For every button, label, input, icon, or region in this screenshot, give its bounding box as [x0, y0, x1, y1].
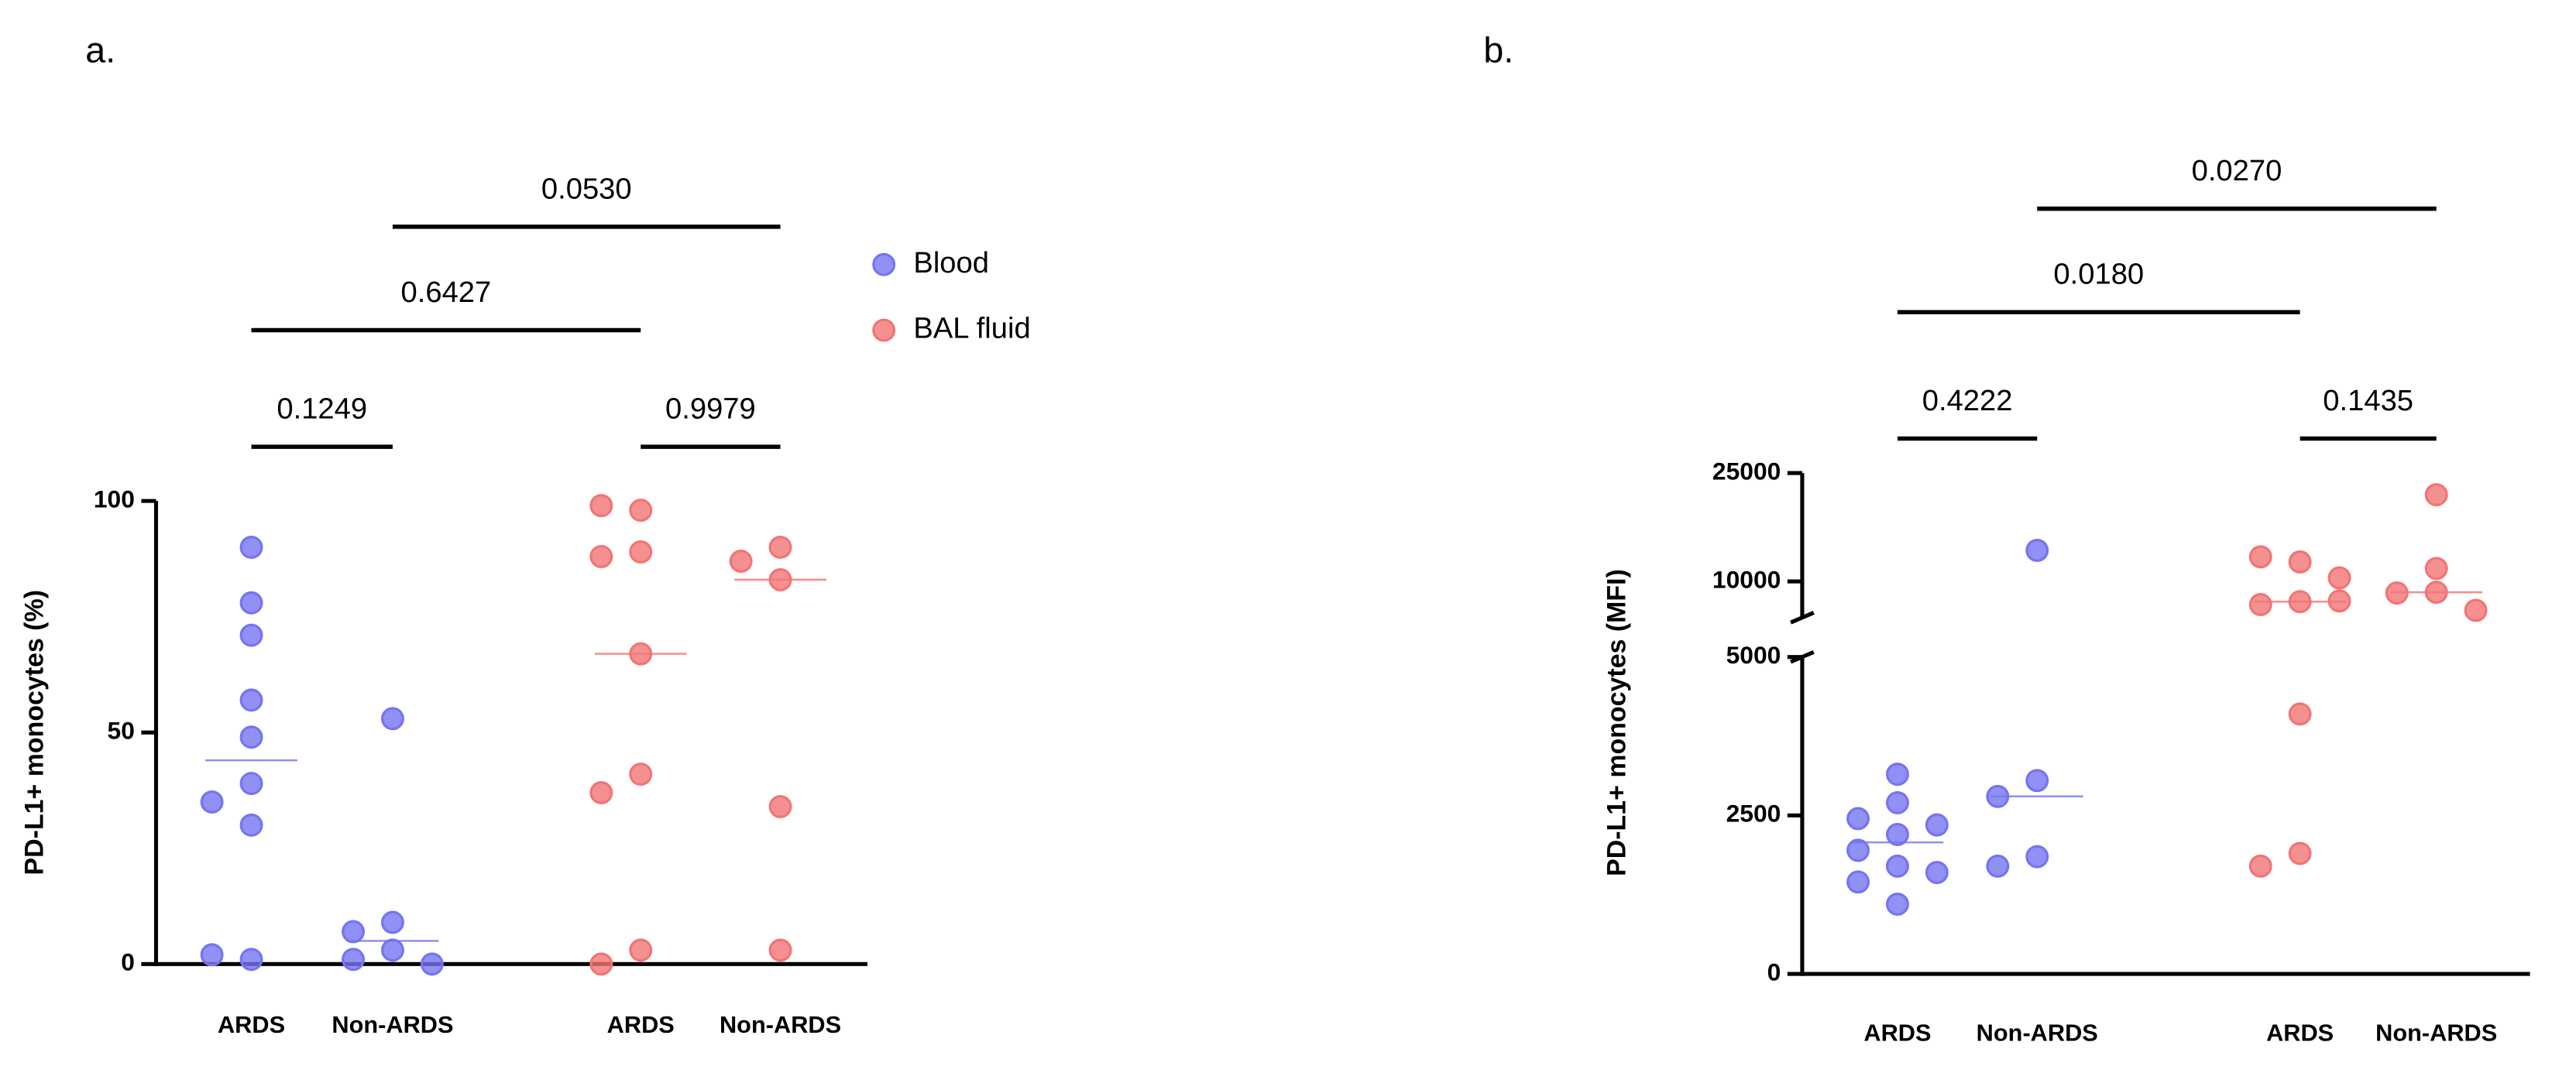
data-point: [589, 952, 613, 976]
data-point: [2025, 538, 2049, 562]
y-axis-label: PD-L1+ monocytes (%): [20, 590, 50, 876]
y-tick-label: 10000: [1712, 565, 1781, 593]
data-point: [1925, 861, 1949, 884]
data-point: [2327, 589, 2351, 613]
y-axis-label: PD-L1+ monocytes (MFI): [1602, 569, 1631, 876]
axis-break: [1790, 611, 1815, 625]
category-label: ARDS: [607, 1011, 675, 1038]
data-point: [589, 781, 613, 804]
category-label: ARDS: [2266, 1020, 2334, 1047]
data-point: [1886, 822, 1909, 846]
data-point: [342, 920, 366, 944]
data-point: [239, 772, 263, 795]
legend-marker: [872, 318, 896, 342]
data-point: [1925, 813, 1949, 837]
legend-label: BAL fluid: [913, 312, 1030, 345]
data-point: [629, 938, 653, 962]
data-point: [629, 642, 653, 666]
data-point: [729, 549, 753, 573]
data-point: [2288, 702, 2312, 726]
p-value: 0.0270: [2192, 154, 2282, 187]
y-tick-label: 0: [1767, 958, 1781, 985]
p-value: 0.9979: [665, 392, 756, 426]
data-point: [381, 938, 404, 962]
data-point: [629, 763, 653, 787]
p-value: 0.1435: [2323, 384, 2413, 417]
y-tick-label: 50: [108, 717, 135, 745]
category-label: ARDS: [1863, 1020, 1931, 1047]
data-point: [2025, 769, 2049, 793]
data-point: [2025, 845, 2049, 869]
data-point: [239, 688, 263, 712]
data-point: [239, 591, 263, 615]
panel-label: a.: [85, 29, 115, 70]
data-point: [2385, 581, 2409, 605]
data-point: [2424, 483, 2448, 507]
data-point: [239, 813, 263, 837]
data-point: [2424, 557, 2448, 581]
category-label: Non-ARDS: [2375, 1020, 2497, 1047]
p-value: 0.0180: [2053, 258, 2144, 291]
data-point: [2464, 598, 2488, 622]
panel-label: b.: [1483, 29, 1513, 70]
data-point: [342, 948, 366, 972]
data-point: [1986, 784, 2010, 808]
y-tick-label: 100: [94, 485, 135, 513]
y-tick-label: 2500: [1726, 800, 1781, 828]
axis-break: [1790, 650, 1815, 664]
data-point: [2248, 545, 2272, 569]
data-point: [200, 943, 224, 967]
data-point: [239, 623, 263, 647]
data-point: [2327, 566, 2351, 590]
data-point: [1846, 807, 1870, 831]
data-point: [1886, 763, 1909, 787]
data-point: [1886, 893, 1909, 916]
category-label: Non-ARDS: [1977, 1020, 2098, 1047]
data-point: [629, 540, 653, 564]
category-label: Non-ARDS: [331, 1011, 453, 1038]
p-value: 0.6427: [401, 276, 492, 309]
p-value: 0.1249: [276, 392, 367, 426]
data-point: [768, 567, 792, 591]
legend-label: Blood: [913, 246, 989, 279]
data-point: [200, 790, 224, 814]
data-point: [2288, 550, 2312, 574]
data-point: [768, 535, 792, 559]
data-point: [768, 794, 792, 818]
data-point: [1886, 854, 1909, 878]
data-point: [629, 499, 653, 523]
data-point: [2288, 841, 2312, 865]
data-point: [589, 544, 613, 568]
y-tick-label: 25000: [1712, 457, 1781, 485]
data-point: [2288, 590, 2312, 614]
data-point: [1886, 791, 1909, 814]
data-point: [420, 952, 444, 976]
data-point: [239, 535, 263, 559]
legend-marker: [872, 252, 896, 276]
data-point: [1846, 870, 1870, 894]
y-tick-label: 5000: [1726, 641, 1781, 669]
p-value: 0.0530: [541, 172, 632, 205]
data-point: [381, 707, 404, 731]
data-point: [768, 938, 792, 962]
data-point: [2424, 581, 2448, 605]
p-value: 0.4222: [1922, 384, 2013, 417]
data-point: [381, 910, 404, 934]
data-point: [2248, 854, 2272, 878]
data-point: [239, 725, 263, 749]
category-label: ARDS: [218, 1011, 285, 1038]
data-point: [1846, 838, 1870, 862]
data-point: [2248, 592, 2272, 616]
data-point: [1986, 854, 2010, 878]
y-tick-label: 0: [121, 948, 135, 976]
data-point: [589, 494, 613, 518]
category-label: Non-ARDS: [720, 1011, 841, 1038]
data-point: [239, 948, 263, 972]
